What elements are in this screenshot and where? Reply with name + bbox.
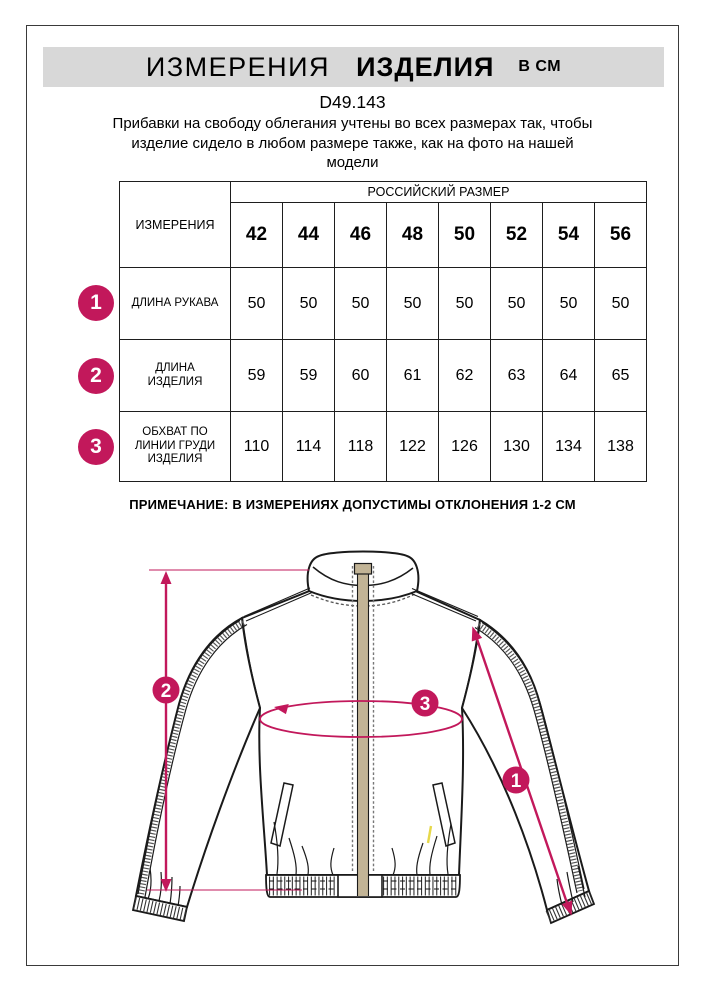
- value-cell: 126: [438, 411, 491, 482]
- length-arrow: 2: [152, 571, 180, 892]
- row-label: ДЛИНА РУКАВА: [119, 267, 231, 340]
- intro-text: Прибавки на свободу облегания учтены во …: [27, 114, 678, 173]
- value-cell: 50: [334, 267, 387, 340]
- intro-line: изделие сидело в любом размере также, ка…: [131, 134, 574, 152]
- table-group-header: РОССИЙСКИЙ РАЗМЕР: [230, 181, 647, 203]
- sleeve-tape-right: [474, 621, 585, 894]
- value-cell: 50: [594, 267, 647, 340]
- intro-line: Прибавки на свободу облегания учтены во …: [112, 115, 593, 132]
- size-header-row: 42 44 46 48 50 52 54 56: [120, 202, 647, 268]
- value-cell: 61: [386, 339, 439, 412]
- row-badge-2: 2: [78, 358, 114, 394]
- zipper-top-tab: [353, 562, 373, 575]
- size-header: 54: [542, 202, 595, 268]
- page-border-frame: ИЗМЕРЕНИЯ ИЗДЕЛИЯ В СМ D49.143 Прибавки …: [26, 25, 679, 966]
- tolerance-note: ПРИМЕЧАНИЕ: В ИЗМЕРЕНИЯХ ДОПУСТИМЫ ОТКЛО…: [129, 497, 576, 512]
- marker-2-circle: [152, 676, 180, 704]
- marker-1-circle: [502, 766, 530, 794]
- title-banner: ИЗМЕРЕНИЯ ИЗДЕЛИЯ В СМ: [43, 47, 664, 87]
- value-cell: 50: [490, 267, 543, 340]
- value-cell: 62: [438, 339, 491, 412]
- pocket-yellow-mark: [426, 825, 433, 844]
- value-cell: 114: [282, 411, 335, 482]
- table-row-chest-girth: ОБХВАТ ПО ЛИНИИ ГРУДИ ИЗДЕЛИЯ 110 114 11…: [119, 411, 647, 482]
- size-table: ИЗМЕРЕНИЯ РОССИЙСКИЙ РАЗМЕР 42 44 46 48 …: [119, 181, 647, 482]
- marker-1-label: 1: [511, 771, 522, 792]
- sleeve-tape-left: [137, 619, 248, 898]
- marker-3-circle: [411, 689, 439, 717]
- value-cell: 65: [594, 339, 647, 412]
- value-cell: 110: [230, 411, 283, 482]
- row-badge-3: 3: [78, 429, 114, 465]
- table-row-sleeve-length: ДЛИНА РУКАВА 50 50 50 50 50 50 50 50: [119, 267, 647, 340]
- value-cell: 50: [438, 267, 491, 340]
- shoulder-piping: [243, 587, 479, 622]
- sleeve-arrow: 1: [471, 626, 573, 916]
- jacket-right-sleeve: [460, 618, 591, 912]
- model-code: D49.143: [319, 92, 386, 112]
- title-units: В СМ: [518, 58, 562, 75]
- table-row-product-length: ДЛИНА ИЗДЕЛИЯ 59 59 60 61 62 63 64 65: [119, 339, 647, 412]
- value-cell: 50: [230, 267, 283, 340]
- size-header: 56: [594, 202, 647, 268]
- wrinkle-lines: [147, 821, 586, 907]
- chest-girth-ellipse: 3: [259, 689, 463, 738]
- measurement-annotations: 2 1 3: [147, 569, 573, 916]
- left-pocket: [270, 782, 294, 847]
- value-cell: 138: [594, 411, 647, 482]
- title-measurements: ИЗМЕРЕНИЯ: [145, 51, 331, 82]
- size-header: 48: [386, 202, 439, 268]
- value-cell: 134: [542, 411, 595, 482]
- title-product: ИЗДЕЛИЯ: [356, 51, 495, 82]
- marker-2-label: 2: [161, 681, 172, 702]
- size-header: 46: [334, 202, 387, 268]
- zipper: [351, 562, 375, 896]
- table-corner-header: ИЗМЕРЕНИЯ: [119, 181, 231, 268]
- intro-line: модели: [326, 154, 379, 171]
- marker-3-label: 3: [420, 694, 431, 715]
- value-cell: 59: [230, 339, 283, 412]
- value-cell: 63: [490, 339, 543, 412]
- value-cell: 130: [490, 411, 543, 482]
- size-table-zone: 1 2 3 ИЗМЕРЕНИЯ РОССИЙСКИЙ РАЗМЕР 42 44 …: [78, 181, 647, 482]
- size-header: 42: [230, 202, 283, 268]
- value-cell: 59: [282, 339, 335, 412]
- value-cell: 118: [334, 411, 387, 482]
- value-cell: 50: [542, 267, 595, 340]
- value-cell: 122: [386, 411, 439, 482]
- value-cell: 50: [282, 267, 335, 340]
- row-badge-1: 1: [78, 285, 114, 321]
